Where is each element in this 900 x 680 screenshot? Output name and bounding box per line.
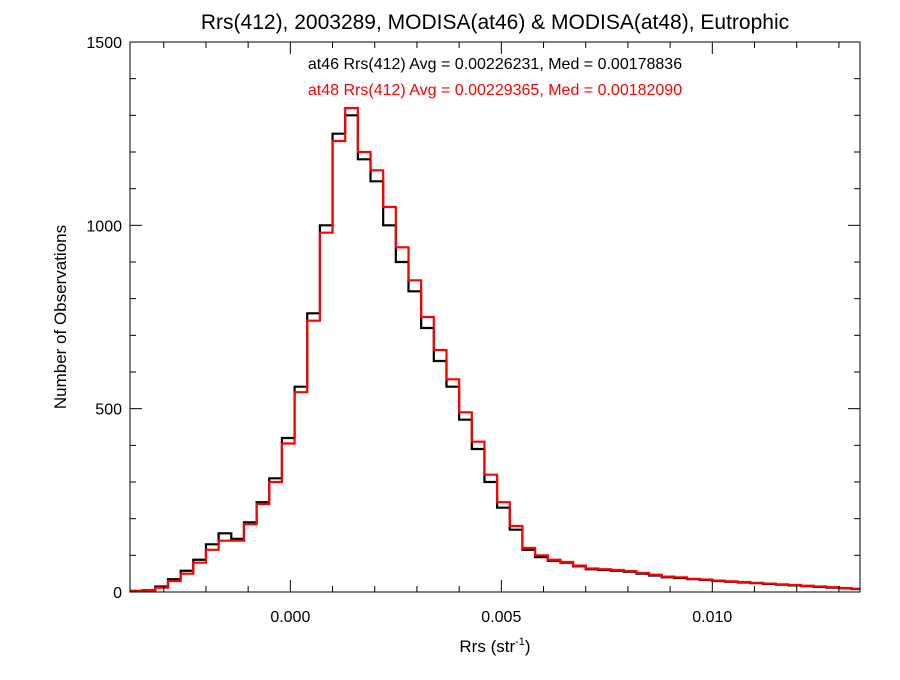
plot-frame (129, 41, 861, 593)
x-axis-label-main: Rrs (str (459, 637, 515, 656)
annotation-at48-stats: at48 Rrs(412) Avg = 0.00229365, Med = 0.… (308, 82, 682, 99)
series-layer (130, 106, 860, 593)
x-axis-label-superscript: -1 (515, 636, 525, 648)
tick-layer (130, 41, 860, 593)
annotation-at46-stats: at46 Rrs(412) Avg = 0.00226231, Med = 0.… (308, 56, 682, 73)
series-at48-histogram (130, 106, 860, 593)
x-tick-label: 0.000 (270, 609, 310, 626)
y-tick-label: 1500 (86, 35, 122, 52)
y-axis-label: Number of Observations (51, 225, 70, 409)
x-tick-label: 0.010 (692, 609, 732, 626)
series-at46-histogram (130, 114, 860, 592)
y-tick-label: 500 (95, 402, 122, 419)
x-axis-label: Rrs (str-1) (459, 636, 530, 656)
y-tick-label: 0 (113, 585, 122, 602)
x-axis-label-close: ) (525, 637, 531, 656)
chart-title: Rrs(412), 2003289, MODISA(at46) & MODISA… (201, 11, 789, 34)
plot-area: 0 500 1000 1500 0.000 0.005 0.010 (86, 35, 861, 626)
tick-label-layer: 0 500 1000 1500 0.000 0.005 0.010 (86, 35, 732, 626)
x-tick-label: 0.005 (481, 609, 521, 626)
y-tick-label: 1000 (86, 218, 122, 235)
